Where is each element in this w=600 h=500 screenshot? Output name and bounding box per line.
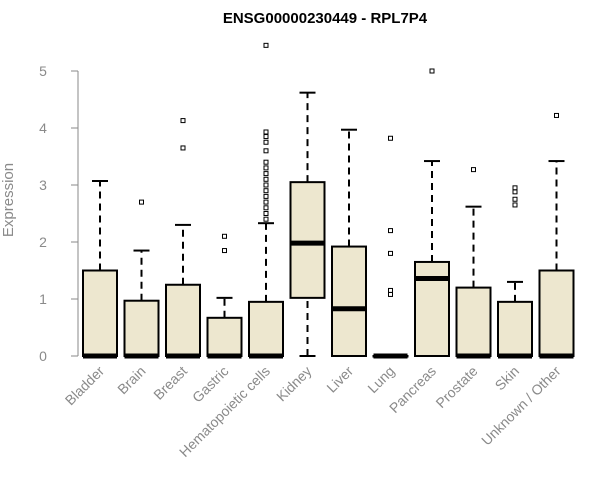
outlier-point — [263, 159, 269, 165]
x-tick-label: Breast — [150, 363, 190, 403]
box-group — [248, 42, 284, 359]
box-rect — [455, 286, 492, 358]
outlier-point — [263, 134, 269, 140]
box-group — [82, 180, 118, 359]
outlier-point — [263, 129, 269, 135]
outlier-point — [388, 291, 393, 297]
y-tick-label: 2 — [39, 234, 47, 250]
x-tick-label: Unknown / Other — [478, 363, 564, 449]
outlier-point — [388, 287, 393, 293]
y-tick-label: 1 — [39, 291, 47, 307]
box-group — [538, 112, 575, 359]
box-rect — [289, 181, 326, 299]
outlier-point — [554, 112, 559, 118]
box-group — [497, 185, 533, 359]
box-group — [206, 233, 243, 359]
outlier-point — [263, 205, 269, 211]
outlier-point — [263, 148, 269, 154]
box-series — [82, 42, 575, 359]
outlier-point — [263, 182, 269, 188]
outlier-point — [388, 228, 393, 234]
box-rect — [497, 300, 533, 358]
outlier-point — [471, 167, 476, 173]
y-axis-label: Expression — [0, 163, 17, 237]
outlier-point — [512, 196, 518, 202]
outlier-point — [263, 171, 269, 177]
box-group — [123, 199, 160, 359]
outlier-point — [512, 202, 518, 208]
box-group — [372, 135, 409, 359]
box-group — [289, 91, 326, 357]
x-tick-label: Bladder — [62, 363, 108, 409]
y-tick-label: 5 — [39, 63, 47, 79]
outlier-point — [180, 118, 186, 124]
y-tick-label: 3 — [39, 177, 47, 193]
outlier-point — [512, 185, 518, 191]
x-tick-label: Brain — [114, 363, 148, 397]
chart-title: ENSG00000230449 - RPL7P4 — [223, 10, 428, 27]
x-tick-label: Kidney — [273, 363, 315, 405]
outlier-point — [222, 233, 227, 239]
box-group — [414, 68, 450, 358]
outlier-point — [180, 145, 186, 151]
x-tick-label: Skin — [492, 363, 523, 394]
outlier-point — [429, 68, 435, 74]
outlier-point — [222, 248, 227, 254]
x-tick-label: Liver — [323, 363, 356, 396]
box-rect — [206, 316, 243, 357]
y-tick-label: 4 — [39, 120, 47, 136]
outlier-point — [263, 42, 269, 48]
outlier-point — [263, 211, 269, 216]
outlier-point — [263, 199, 269, 205]
outlier-point — [263, 165, 269, 171]
outlier-point — [263, 193, 269, 199]
box-group — [331, 128, 367, 357]
box-rect — [82, 269, 118, 357]
box-rect — [538, 269, 575, 357]
box-rect — [165, 283, 201, 357]
outlier-point — [139, 199, 144, 205]
box-rect — [123, 299, 160, 357]
outlier-point — [263, 188, 269, 194]
y-tick-label: 0 — [39, 348, 47, 364]
box-group — [165, 118, 201, 359]
outlier-point — [263, 216, 269, 222]
x-tick-label: Prostate — [432, 363, 480, 411]
box-rect — [248, 300, 284, 358]
outlier-point — [512, 189, 518, 195]
outlier-point — [263, 176, 269, 182]
outlier-point — [263, 139, 269, 145]
y-axis: 0 1 2 3 4 5 — [39, 63, 79, 364]
outlier-point — [388, 135, 393, 141]
box-group — [455, 167, 492, 359]
box-rect — [331, 245, 367, 357]
outlier-point — [388, 250, 393, 256]
x-tick-label: Lung — [364, 363, 397, 396]
